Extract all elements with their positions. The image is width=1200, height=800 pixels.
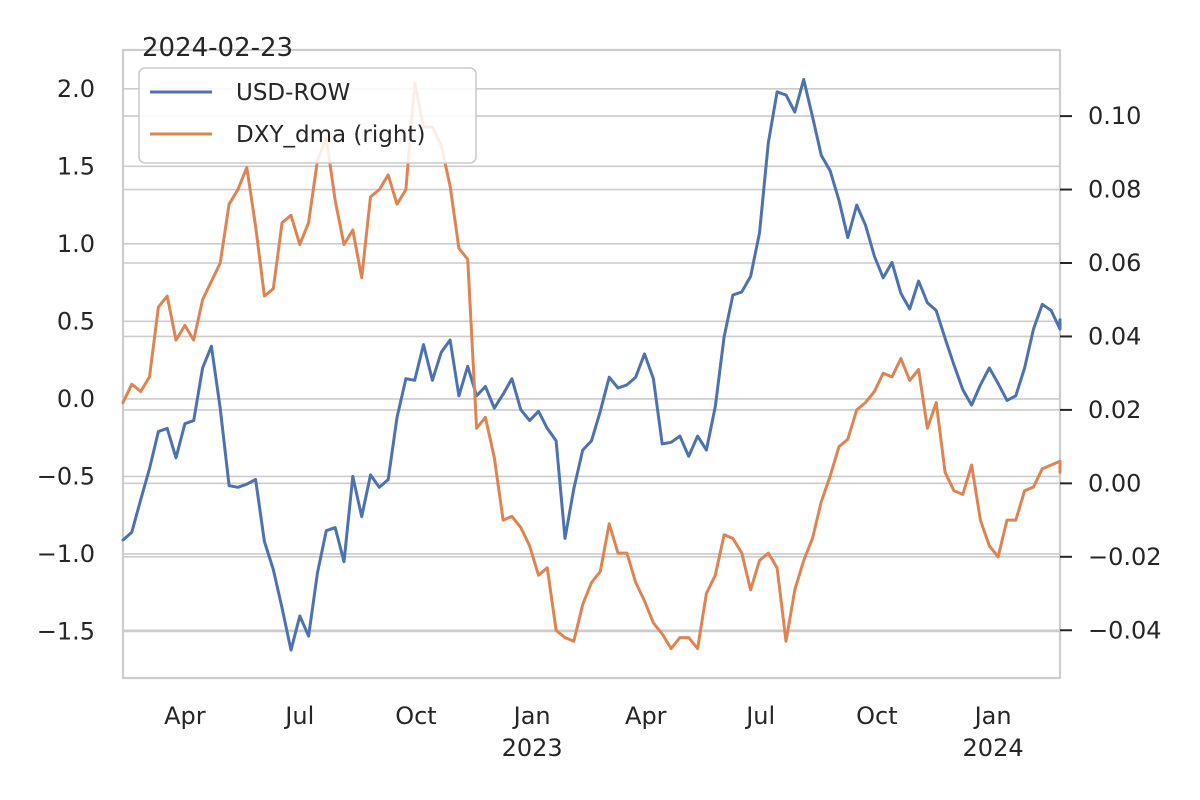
chart-title: 2024-02-23 xyxy=(142,33,293,63)
right-tick-label: −0.02 xyxy=(1088,543,1162,571)
series-line-usd-row xyxy=(121,78,1062,652)
left-tick-label: −0.5 xyxy=(37,462,95,490)
x-tick-year-label: 2024 xyxy=(963,734,1024,762)
left-y-axis: −1.5 −1.0 −0.5 0.0 0.5 1.0 1.5 2.0 xyxy=(37,75,95,646)
right-tick-label: 0.06 xyxy=(1088,249,1141,277)
left-tick-label: −1.5 xyxy=(37,617,95,645)
right-tick-label: 0.04 xyxy=(1088,322,1141,350)
gridlines xyxy=(123,87,1060,633)
left-tick-label: 0.0 xyxy=(57,385,95,413)
left-tick-label: 1.5 xyxy=(57,152,95,180)
left-tick-label: −1.0 xyxy=(37,540,95,568)
left-tick-label: 1.0 xyxy=(57,230,95,258)
legend: USD-ROW DXY_dma (right) xyxy=(138,67,477,164)
legend-label-usd-row: USD-ROW xyxy=(236,80,350,106)
legend-box xyxy=(138,67,477,164)
x-tick-label: Jan xyxy=(973,702,1012,730)
left-tick-label: 0.5 xyxy=(57,307,95,335)
x-tick-label: Apr xyxy=(164,702,206,730)
right-tick-label: 0.02 xyxy=(1088,396,1141,424)
x-tick-label: Oct xyxy=(395,702,437,730)
right-tick-label: 0.08 xyxy=(1088,176,1141,204)
x-tick-year-label: 2023 xyxy=(502,734,563,762)
legend-label-dxy-dma: DXY_dma (right) xyxy=(236,122,425,148)
right-tick-label: 0.00 xyxy=(1088,469,1141,497)
right-tick-label: 0.10 xyxy=(1088,102,1141,130)
series-lines xyxy=(121,78,1062,652)
right-y-axis: −0.04 −0.02 0.00 0.02 0.04 0.06 0.08 0.10 xyxy=(1060,102,1162,644)
x-tick-label: Jul xyxy=(744,702,775,730)
left-tick-label: 2.0 xyxy=(57,75,95,103)
series-line-dxy-dma xyxy=(121,81,1062,651)
x-tick-label: Apr xyxy=(625,702,667,730)
right-tick-label: −0.04 xyxy=(1088,616,1162,644)
x-tick-label: Oct xyxy=(856,702,898,730)
x-tick-label: Jan xyxy=(512,702,551,730)
x-tick-label: Jul xyxy=(283,702,314,730)
plot-frame xyxy=(121,48,1062,680)
x-axis: Apr Jul Oct Jan 2023 Apr Jul Oct Jan 2024 xyxy=(164,702,1023,762)
